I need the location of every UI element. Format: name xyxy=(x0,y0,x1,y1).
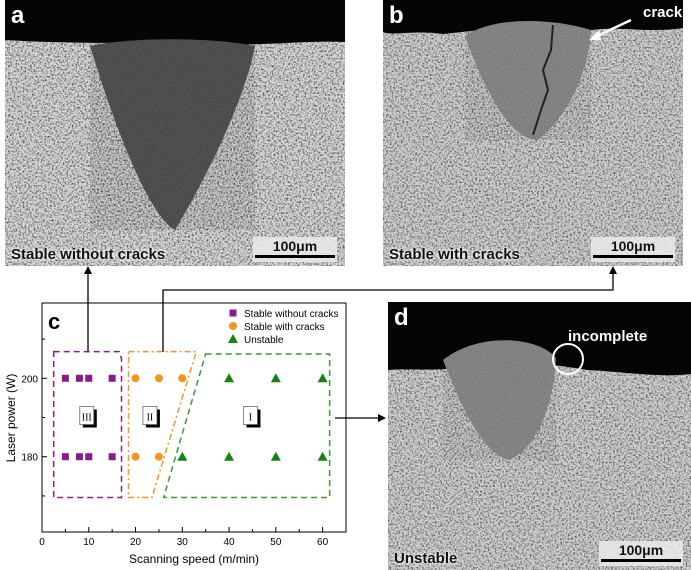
panel-label-c: c xyxy=(48,309,60,334)
legend-marker-circle xyxy=(229,322,237,330)
scale-bar-d: 100μm xyxy=(599,541,683,566)
data-point-square xyxy=(108,453,116,461)
data-point-triangle xyxy=(317,373,328,383)
y-tick-label: 200 xyxy=(21,374,38,385)
data-point-circle xyxy=(131,374,140,383)
data-point-triangle xyxy=(224,451,235,461)
data-point-square xyxy=(85,374,93,382)
melt-pool-image-a xyxy=(5,0,345,266)
caption-b: Stable with cracks xyxy=(389,246,520,263)
legend-marker-triangle xyxy=(228,334,238,343)
data-point-square xyxy=(85,453,93,461)
x-tick-label: 10 xyxy=(83,537,95,548)
data-point-square xyxy=(75,453,83,461)
region-iii xyxy=(52,350,123,499)
data-point-triangle xyxy=(224,373,235,383)
x-tick-label: 0 xyxy=(39,537,45,548)
data-point-square xyxy=(61,374,69,382)
scale-label-a: 100μm xyxy=(272,238,318,254)
legend-label: Stable without cracks xyxy=(244,309,339,320)
legend-label: Unstable xyxy=(244,335,284,346)
data-point-triangle xyxy=(177,451,188,461)
y-tick-label: 180 xyxy=(21,453,38,464)
scale-bar-b: 100μm xyxy=(591,237,675,262)
micrograph-panel-a: a Stable without cracks 100μm xyxy=(5,0,345,266)
data-point-square xyxy=(108,374,116,382)
legend-label: Stable with cracks xyxy=(244,322,325,333)
x-tick-label: 30 xyxy=(177,537,189,548)
caption-a: Stable without cracks xyxy=(11,246,166,263)
data-point-triangle xyxy=(270,373,281,383)
panel-label-b: b xyxy=(389,2,404,29)
data-point-square xyxy=(75,374,83,382)
micrograph-panel-d: d incomplete Unstable 100μm xyxy=(388,302,691,570)
micrograph-panel-b: b cracks Stable with cracks 100μm xyxy=(383,0,683,266)
melt-pool-image-d xyxy=(388,302,691,570)
data-point-triangle xyxy=(317,451,328,461)
scale-bar-a: 100μm xyxy=(253,237,337,262)
data-point-triangle xyxy=(270,451,281,461)
arrowhead-to-a xyxy=(84,266,92,274)
x-tick-label: 40 xyxy=(224,537,236,548)
data-point-circle xyxy=(131,452,140,461)
incomplete-annotation: incomplete xyxy=(568,328,648,345)
region-label-i: I xyxy=(249,413,252,424)
x-tick-label: 50 xyxy=(270,537,282,548)
region-label-iii: III xyxy=(82,413,92,424)
data-point-circle xyxy=(154,374,163,383)
arrowhead-to-b xyxy=(609,266,617,274)
region-label-ii: II xyxy=(147,413,154,424)
data-point-square xyxy=(61,453,69,461)
caption-d: Unstable xyxy=(394,550,458,567)
region-label-box xyxy=(79,406,95,425)
region-ii xyxy=(127,350,198,499)
panel-label-d: d xyxy=(394,304,409,331)
legend-marker-square xyxy=(229,309,237,317)
connector-arrows xyxy=(84,266,617,422)
y-axis-label: Laser power (W) xyxy=(4,374,18,463)
arrowhead-to-d xyxy=(378,414,386,422)
x-tick-label: 20 xyxy=(130,537,142,548)
region-label-box xyxy=(243,406,258,425)
panel-label-a: a xyxy=(11,2,25,29)
region-label-box xyxy=(142,406,158,425)
cracks-annotation: cracks xyxy=(643,4,683,21)
x-axis-label: Scanning speed (m/min) xyxy=(129,552,259,566)
scale-label-b: 100μm xyxy=(610,238,656,254)
region-i xyxy=(162,353,331,499)
scale-label-d: 100μm xyxy=(618,542,664,558)
x-tick-label: 60 xyxy=(317,537,329,548)
data-point-circle xyxy=(178,374,187,383)
data-point-circle xyxy=(154,452,163,461)
connector-to-b xyxy=(162,272,614,352)
melt-pool-image-b xyxy=(383,0,683,266)
